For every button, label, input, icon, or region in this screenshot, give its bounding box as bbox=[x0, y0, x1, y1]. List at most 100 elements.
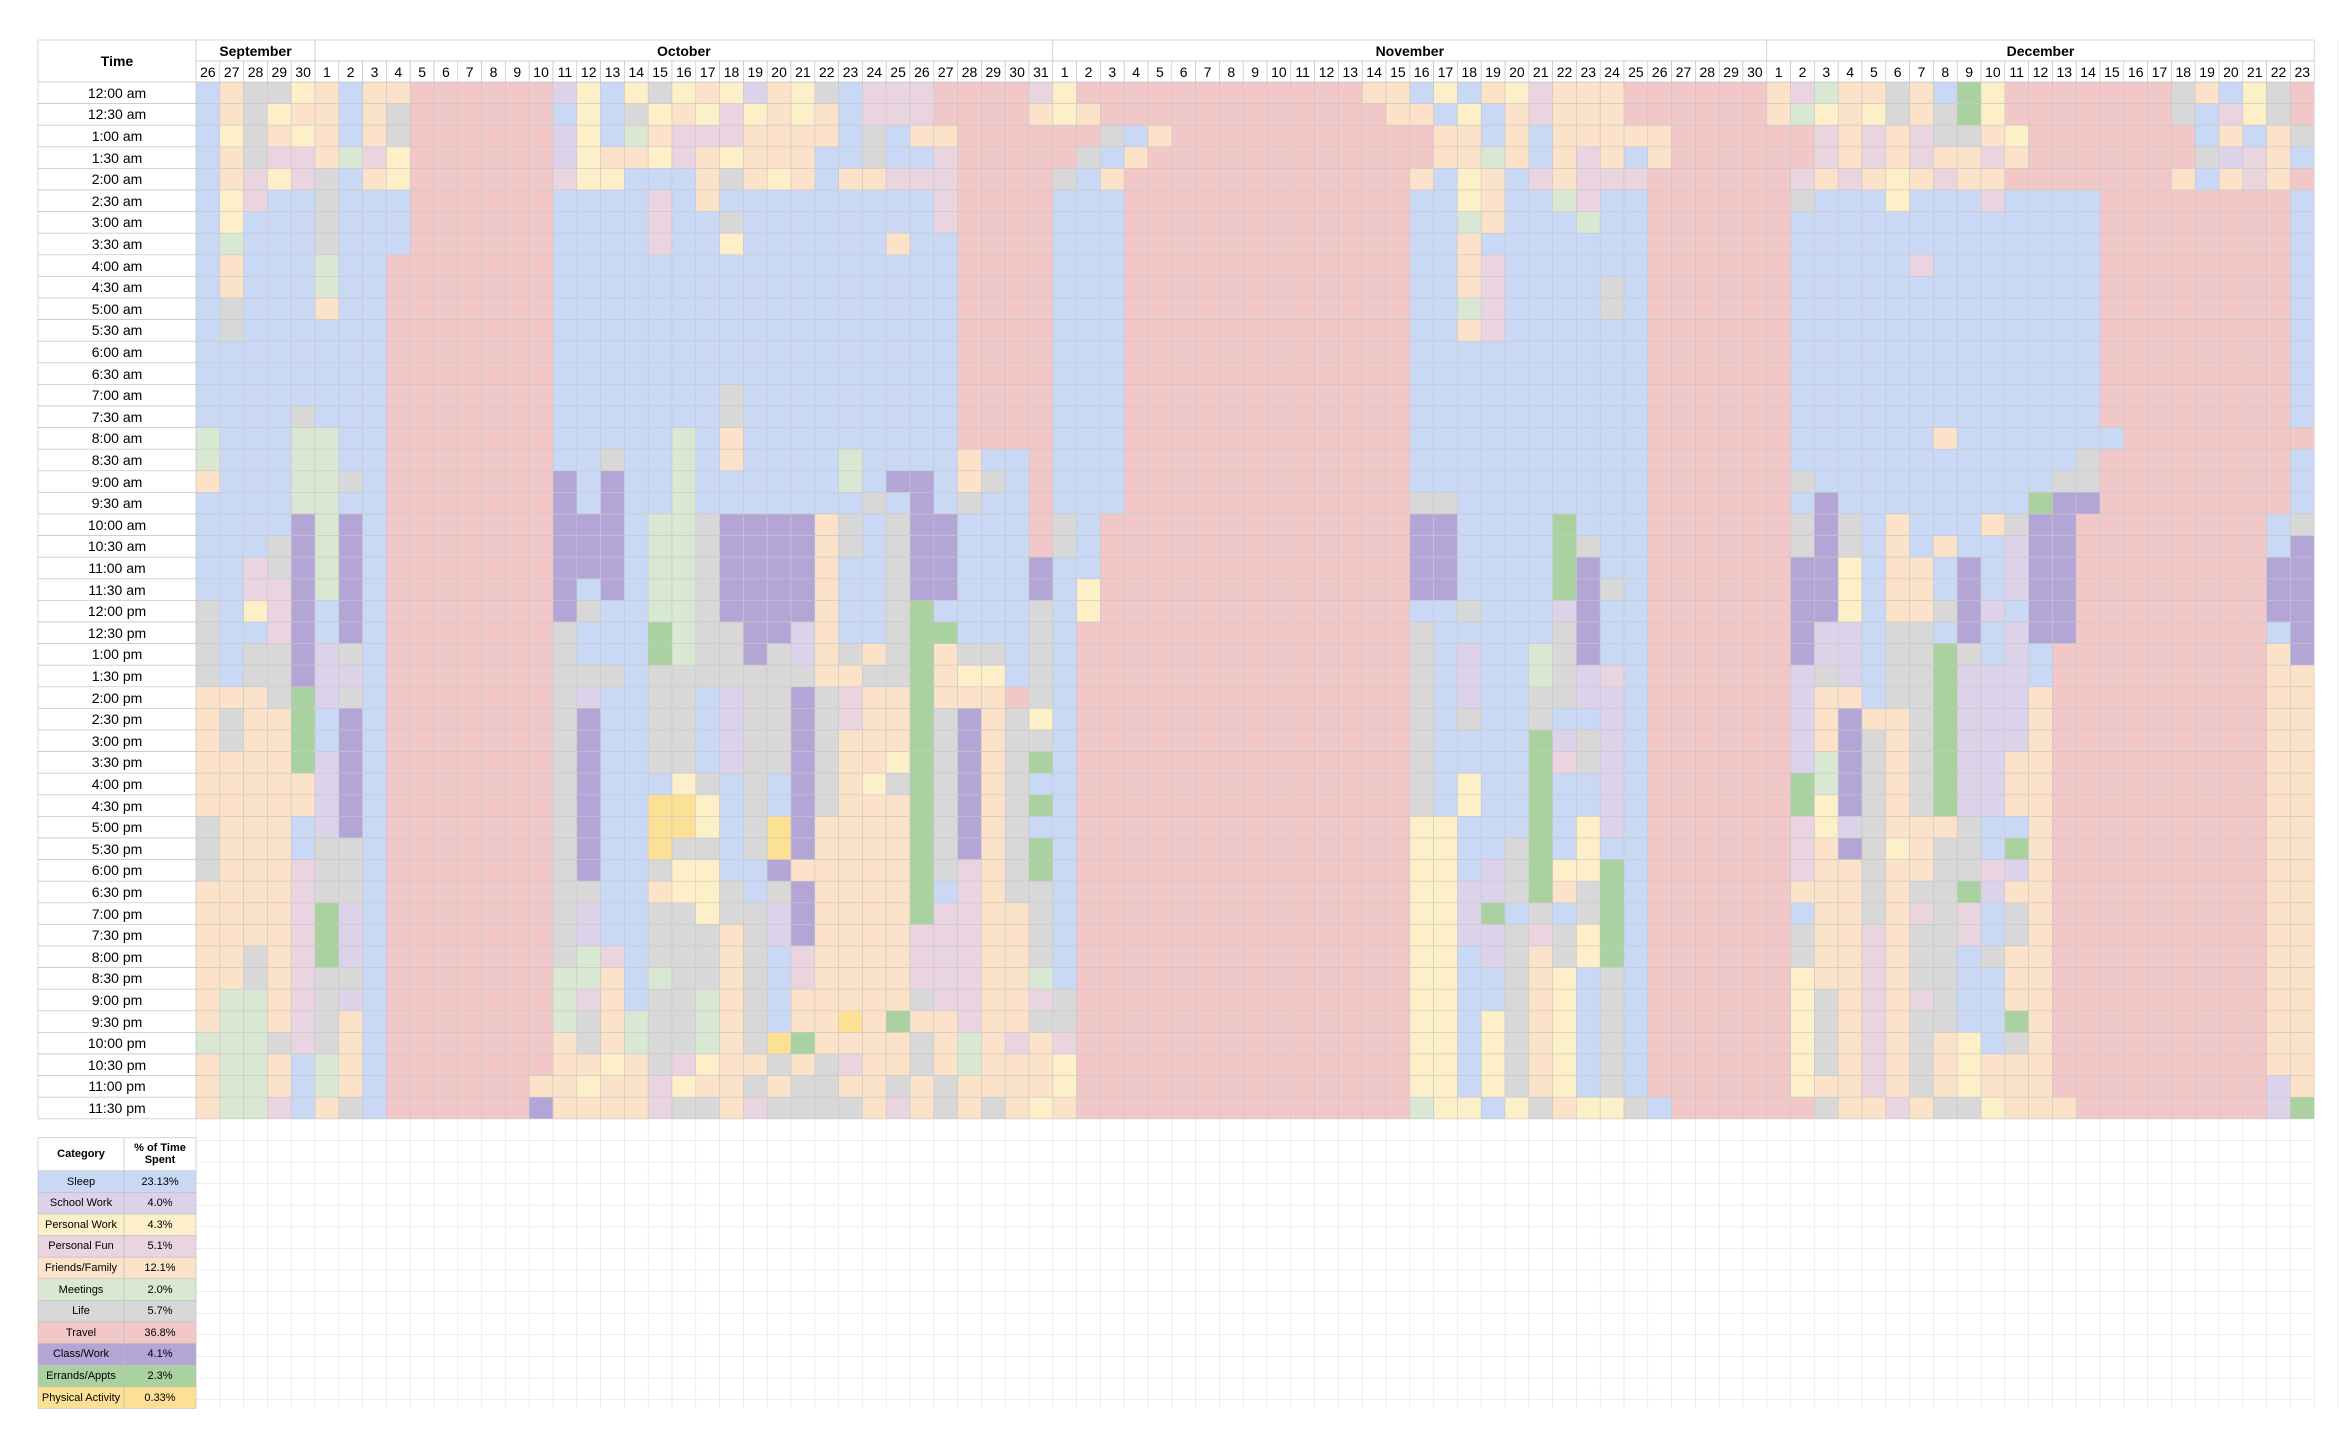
schedule-cell[interactable] bbox=[1933, 621, 1958, 644]
schedule-cell[interactable] bbox=[1242, 578, 1268, 601]
schedule-cell[interactable] bbox=[1195, 556, 1220, 580]
schedule-cell[interactable] bbox=[433, 405, 459, 428]
schedule-cell[interactable] bbox=[1909, 729, 1934, 752]
schedule-cell[interactable] bbox=[2171, 297, 2196, 320]
schedule-cell[interactable] bbox=[862, 1032, 887, 1055]
schedule-cell[interactable] bbox=[1028, 708, 1054, 731]
schedule-cell[interactable] bbox=[481, 556, 506, 580]
schedule-cell[interactable] bbox=[1004, 1010, 1030, 1033]
schedule-cell[interactable] bbox=[2147, 1010, 2172, 1033]
schedule-cell[interactable] bbox=[409, 319, 435, 342]
schedule-cell[interactable] bbox=[1504, 686, 1530, 709]
schedule-cell[interactable] bbox=[1528, 621, 1553, 644]
schedule-cell[interactable] bbox=[2218, 556, 2244, 580]
schedule-cell[interactable] bbox=[1956, 254, 1982, 277]
schedule-cell[interactable] bbox=[957, 470, 982, 493]
schedule-cell[interactable] bbox=[909, 297, 935, 320]
schedule-cell[interactable] bbox=[1766, 772, 1791, 796]
schedule-cell[interactable] bbox=[219, 232, 244, 256]
schedule-cell[interactable] bbox=[243, 319, 268, 342]
schedule-cell[interactable] bbox=[1052, 708, 1077, 731]
schedule-cell[interactable] bbox=[981, 535, 1006, 558]
schedule-cell[interactable] bbox=[2099, 146, 2125, 169]
schedule-cell[interactable] bbox=[338, 729, 363, 752]
schedule-cell[interactable] bbox=[2171, 124, 2196, 148]
schedule-cell[interactable] bbox=[909, 124, 935, 148]
schedule-cell[interactable] bbox=[862, 1075, 887, 1098]
schedule-cell[interactable] bbox=[1076, 1032, 1101, 1055]
schedule-cell[interactable] bbox=[671, 837, 697, 860]
schedule-cell[interactable] bbox=[1433, 168, 1458, 191]
schedule-cell[interactable] bbox=[838, 211, 863, 234]
schedule-cell[interactable] bbox=[1266, 751, 1292, 774]
schedule-cell[interactable] bbox=[1742, 859, 1768, 882]
schedule-cell[interactable] bbox=[290, 535, 316, 558]
schedule-cell[interactable] bbox=[2218, 384, 2244, 407]
schedule-cell[interactable] bbox=[790, 232, 816, 256]
schedule-cell[interactable] bbox=[1742, 405, 1768, 428]
schedule-cell[interactable] bbox=[1528, 664, 1553, 688]
schedule-cell[interactable] bbox=[552, 362, 578, 385]
schedule-cell[interactable] bbox=[1647, 1053, 1672, 1076]
schedule-cell[interactable] bbox=[290, 621, 316, 644]
schedule-cell[interactable] bbox=[933, 1096, 958, 1120]
schedule-cell[interactable] bbox=[409, 880, 435, 904]
schedule-cell[interactable] bbox=[1909, 319, 1934, 342]
schedule-cell[interactable] bbox=[243, 578, 268, 601]
schedule-cell[interactable] bbox=[957, 1075, 982, 1098]
schedule-cell[interactable] bbox=[981, 340, 1006, 364]
schedule-cell[interactable] bbox=[1718, 340, 1744, 364]
schedule-cell[interactable] bbox=[386, 1010, 411, 1033]
schedule-cell[interactable] bbox=[1623, 816, 1649, 839]
schedule-cell[interactable] bbox=[2147, 578, 2172, 601]
schedule-cell[interactable] bbox=[790, 254, 816, 277]
schedule-cell[interactable] bbox=[1457, 254, 1482, 277]
schedule-cell[interactable] bbox=[433, 1032, 459, 1055]
schedule-cell[interactable] bbox=[481, 81, 506, 104]
schedule-cell[interactable] bbox=[1980, 448, 2006, 472]
schedule-cell[interactable] bbox=[1647, 81, 1672, 104]
schedule-cell[interactable] bbox=[1433, 664, 1458, 688]
schedule-cell[interactable] bbox=[1171, 448, 1196, 472]
schedule-cell[interactable] bbox=[1076, 384, 1101, 407]
schedule-cell[interactable] bbox=[1433, 492, 1458, 515]
schedule-cell[interactable] bbox=[1766, 816, 1791, 839]
schedule-cell[interactable] bbox=[2242, 880, 2267, 904]
schedule-cell[interactable] bbox=[933, 124, 958, 148]
schedule-cell[interactable] bbox=[2218, 448, 2244, 472]
schedule-cell[interactable] bbox=[1028, 340, 1054, 364]
schedule-cell[interactable] bbox=[1528, 319, 1553, 342]
schedule-cell[interactable] bbox=[1885, 124, 1910, 148]
schedule-cell[interactable] bbox=[933, 924, 958, 947]
schedule-cell[interactable] bbox=[2004, 254, 2029, 277]
schedule-cell[interactable] bbox=[1385, 513, 1411, 536]
schedule-cell[interactable] bbox=[1742, 1096, 1768, 1120]
schedule-cell[interactable] bbox=[362, 103, 387, 126]
schedule-cell[interactable] bbox=[647, 232, 673, 256]
schedule-cell[interactable] bbox=[1718, 1032, 1744, 1055]
schedule-cell[interactable] bbox=[695, 1096, 720, 1120]
schedule-cell[interactable] bbox=[576, 81, 601, 104]
schedule-cell[interactable] bbox=[1028, 448, 1054, 472]
schedule-cell[interactable] bbox=[552, 578, 578, 601]
schedule-cell[interactable] bbox=[2242, 751, 2267, 774]
schedule-cell[interactable] bbox=[576, 254, 601, 277]
legend-percent-cell[interactable] bbox=[123, 1386, 197, 1409]
schedule-cell[interactable] bbox=[1647, 794, 1672, 817]
schedule-cell[interactable] bbox=[1814, 1032, 1839, 1055]
schedule-cell[interactable] bbox=[552, 405, 578, 428]
schedule-cell[interactable] bbox=[2218, 492, 2244, 515]
schedule-cell[interactable] bbox=[862, 751, 887, 774]
schedule-cell[interactable] bbox=[2218, 232, 2244, 256]
schedule-cell[interactable] bbox=[2171, 556, 2196, 580]
schedule-cell[interactable] bbox=[1409, 924, 1434, 947]
schedule-cell[interactable] bbox=[1266, 492, 1292, 515]
schedule-cell[interactable] bbox=[314, 492, 340, 515]
schedule-cell[interactable] bbox=[1956, 600, 1982, 623]
schedule-cell[interactable] bbox=[1861, 902, 1887, 925]
schedule-cell[interactable] bbox=[1028, 772, 1054, 796]
schedule-cell[interactable] bbox=[1219, 448, 1244, 472]
schedule-cell[interactable] bbox=[1956, 729, 1982, 752]
schedule-cell[interactable] bbox=[1266, 1075, 1292, 1098]
schedule-cell[interactable] bbox=[1766, 1010, 1791, 1033]
